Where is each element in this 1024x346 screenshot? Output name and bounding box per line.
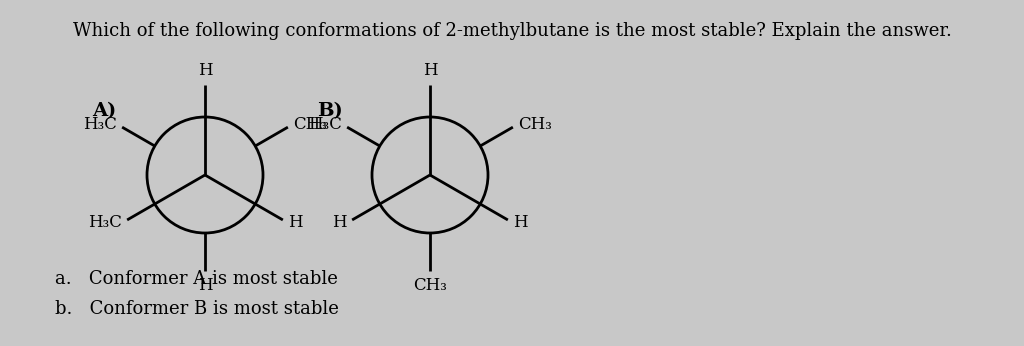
Text: Which of the following conformations of 2-methylbutane is the most stable? Expla: Which of the following conformations of … bbox=[73, 22, 951, 40]
Text: H: H bbox=[198, 277, 212, 294]
Text: H₃C: H₃C bbox=[308, 116, 342, 133]
Text: A): A) bbox=[92, 102, 117, 120]
Text: b.   Conformer B is most stable: b. Conformer B is most stable bbox=[55, 300, 339, 318]
Text: CH₃: CH₃ bbox=[293, 116, 327, 133]
Text: H₃C: H₃C bbox=[88, 215, 122, 231]
Text: CH₃: CH₃ bbox=[518, 116, 552, 133]
Text: H: H bbox=[423, 62, 437, 79]
Text: a.   Conformer A is most stable: a. Conformer A is most stable bbox=[55, 270, 338, 288]
Text: H₃C: H₃C bbox=[83, 116, 117, 133]
Text: H: H bbox=[333, 215, 347, 231]
Text: B): B) bbox=[317, 102, 343, 120]
Text: H: H bbox=[198, 62, 212, 79]
Text: CH₃: CH₃ bbox=[413, 277, 446, 294]
Text: H: H bbox=[288, 215, 303, 231]
Text: H: H bbox=[513, 215, 527, 231]
